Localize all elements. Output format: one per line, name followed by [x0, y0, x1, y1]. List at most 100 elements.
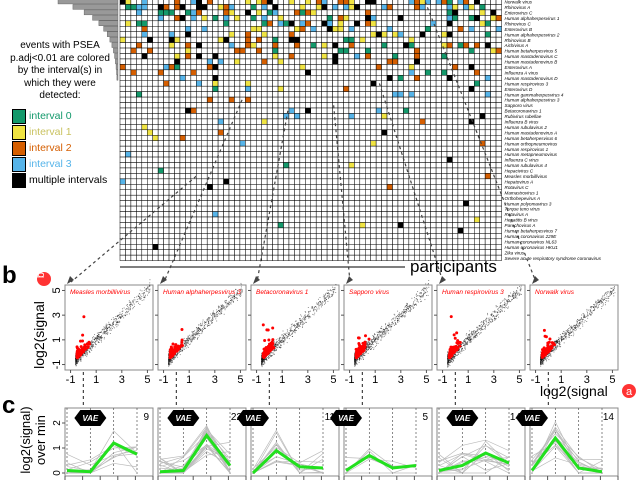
scatter-point: [127, 312, 129, 314]
heatmap-cell: [403, 69, 410, 76]
heatmap-cell: [315, 85, 322, 92]
heatmap-cell: [130, 249, 137, 256]
heatmap-cell: [446, 233, 453, 240]
heatmap-cell: [272, 9, 279, 16]
heatmap-cell: [179, 118, 186, 125]
heatmap-cell: [484, 189, 491, 196]
heatmap-cell: [381, 118, 388, 125]
heatmap-cell: [370, 31, 377, 38]
scatter-point: [80, 360, 82, 362]
heatmap-cell: [419, 36, 426, 43]
heatmap-cell: [381, 216, 388, 223]
heatmap-cell: [424, 145, 431, 152]
heatmap-cell: [381, 200, 388, 207]
heatmap-cell: [136, 4, 143, 11]
heatmap-cell: [479, 75, 486, 82]
heatmap-cell: [217, 227, 224, 234]
heatmap-cell: [239, 31, 246, 38]
heatmap-cell: [266, 135, 273, 141]
scatter-point: [190, 334, 192, 336]
heatmap-cell: [403, 75, 410, 82]
scatter-point: [227, 305, 229, 307]
heatmap-cell: [435, 184, 442, 191]
heatmap-cell: [157, 124, 164, 131]
heatmap-cell: [354, 254, 361, 261]
heatmap-cell: [305, 96, 311, 103]
heatmap-cell: [419, 75, 426, 82]
heatmap-cell: [446, 0, 453, 5]
heatmap-cell: [441, 75, 448, 82]
heatmap-cell: [288, 4, 295, 11]
heatmap-cell: [386, 58, 393, 65]
heatmap-cell: [299, 64, 306, 71]
heatmap-cell: [174, 156, 181, 163]
heatmap-cell: [245, 42, 252, 49]
heatmap-cell: [375, 102, 382, 109]
scatter-title: Measles morbillivirus: [70, 289, 131, 296]
heatmap-cell: [261, 184, 268, 191]
heatmap-cell: [354, 189, 361, 196]
heatmap-cell: [261, 254, 268, 261]
heatmap-cell: [256, 20, 262, 27]
heatmap-cell: [414, 85, 420, 92]
heatmap-cell: [474, 200, 480, 207]
heatmap-cell: [217, 20, 224, 27]
heatmap-cell: [136, 184, 143, 191]
heatmap-cell: [277, 31, 284, 38]
scatter-point: [122, 310, 124, 312]
heatmap-cell: [228, 58, 235, 65]
heatmap-cell: [190, 156, 197, 163]
heatmap-cell: [266, 107, 273, 114]
scatter-point: [183, 347, 185, 349]
heatmap-cell: [392, 216, 399, 223]
heatmap-cell: [136, 26, 143, 32]
heatmap-cell: [452, 227, 459, 234]
heatmap-cell: [179, 129, 186, 136]
scatter-point: [149, 290, 151, 292]
heatmap-cell: [310, 145, 317, 152]
heatmap-cell: [157, 249, 164, 256]
heatmap-cell: [332, 222, 339, 229]
heatmap-cell: [435, 189, 442, 196]
heatmap-cell: [239, 222, 246, 229]
heatmap-cell: [136, 36, 143, 43]
heatmap-cell: [332, 42, 339, 49]
heatmap-cell: [190, 124, 197, 131]
heatmap-cell: [452, 238, 459, 245]
heatmap-cell: [130, 47, 137, 54]
scatter-point: [144, 295, 146, 297]
heatmap-cell: [217, 64, 224, 71]
heatmap-cell: [386, 96, 393, 103]
heatmap-cell: [386, 15, 393, 22]
heatmap-cell: [419, 20, 426, 27]
heatmap-cell: [163, 0, 170, 5]
heatmap-cell: [179, 205, 186, 212]
heatmap-cell: [201, 145, 208, 152]
heatmap-cell: [403, 91, 410, 98]
heatmap-cell: [354, 233, 361, 240]
heatmap-cell: [119, 113, 126, 120]
heatmap-cell: [490, 118, 497, 125]
heatmap-cell: [386, 64, 393, 71]
heatmap-cell: [277, 167, 284, 174]
scatter-point: [205, 323, 207, 325]
heatmap-cell: [288, 189, 295, 196]
heatmap-cell: [196, 156, 203, 163]
scatter-point: [105, 326, 107, 328]
heatmap-cell: [266, 244, 273, 250]
heatmap-cell: [217, 200, 224, 207]
heatmap-cell: [256, 31, 262, 38]
heatmap-cell: [435, 227, 442, 234]
heatmap-cell: [157, 151, 164, 158]
heatmap-cell: [157, 156, 164, 163]
heatmap-cell: [424, 140, 431, 147]
heatmap-cell: [141, 189, 148, 196]
heatmap-cell: [250, 140, 257, 147]
heatmap-cell: [392, 80, 399, 87]
heatmap-cell: [365, 140, 371, 147]
heatmap-cell: [266, 189, 273, 196]
virus-label: Human alphaherpesvirus 1: [505, 16, 560, 21]
heatmap-cell: [348, 20, 355, 27]
scatter-point: [229, 299, 231, 301]
scatter-point: [240, 288, 242, 290]
